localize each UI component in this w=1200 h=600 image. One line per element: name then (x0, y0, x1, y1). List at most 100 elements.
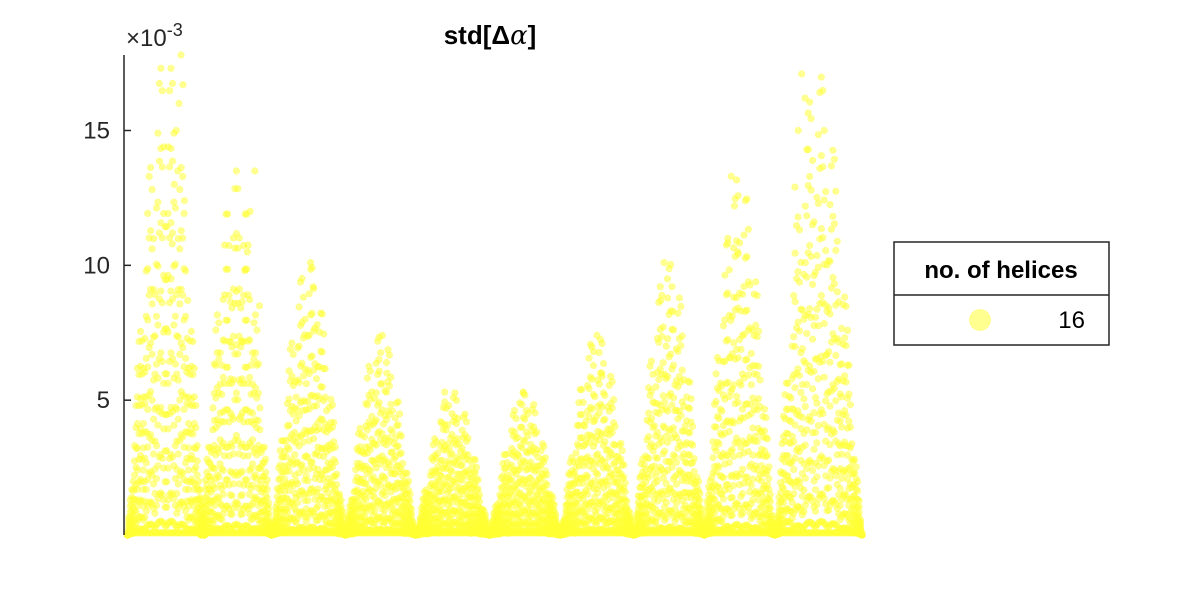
data-point (667, 457, 675, 465)
data-point (229, 376, 237, 384)
data-point (154, 421, 162, 429)
data-point (585, 354, 593, 362)
data-point (312, 402, 321, 410)
data-point (190, 393, 198, 401)
data-point (795, 371, 804, 380)
data-point (804, 109, 812, 117)
data-point (669, 361, 678, 369)
data-point (677, 302, 685, 310)
data-point (801, 474, 809, 482)
data-point (133, 466, 142, 474)
data-point (308, 352, 316, 360)
data-point (173, 489, 181, 498)
data-point (718, 517, 726, 526)
data-point (179, 291, 187, 299)
data-point (791, 454, 799, 462)
data-point (289, 350, 297, 359)
data-point (250, 319, 258, 327)
data-point (800, 486, 808, 494)
data-point (218, 516, 226, 524)
data-point (158, 234, 166, 242)
data-point (809, 335, 817, 343)
data-point (787, 394, 795, 402)
data-point (730, 381, 738, 389)
data-point (753, 333, 761, 341)
data-point (790, 466, 798, 474)
data-point (811, 428, 820, 436)
data-point (689, 441, 697, 449)
data-point (288, 372, 296, 380)
data-point (795, 278, 804, 286)
data-point (234, 185, 242, 193)
data-point (814, 422, 823, 430)
data-point (797, 388, 805, 397)
data-point (406, 490, 414, 498)
data-point (234, 244, 242, 252)
data-point (527, 474, 535, 482)
data-point (144, 443, 152, 451)
data-point (749, 475, 757, 483)
data-point (438, 473, 446, 481)
data-point (163, 370, 171, 378)
data-point (148, 300, 156, 308)
data-point (518, 423, 526, 431)
data-point (752, 321, 760, 329)
data-point (809, 466, 817, 474)
data-point (825, 456, 833, 464)
data-point (814, 199, 823, 207)
data-point (238, 491, 246, 499)
data-point (192, 463, 200, 471)
data-point (157, 403, 165, 412)
data-point (234, 396, 242, 404)
data-point (618, 447, 626, 455)
data-point (650, 462, 659, 470)
data-point (810, 218, 818, 226)
data-point (527, 488, 535, 496)
data-point (795, 327, 804, 335)
data-point (318, 383, 326, 391)
data-point (784, 379, 792, 388)
data-point (179, 469, 187, 477)
data-point (669, 326, 678, 334)
data-point (822, 247, 830, 255)
data-point (304, 497, 312, 505)
data-point (219, 490, 227, 498)
data-point (826, 358, 834, 366)
data-point (627, 514, 635, 522)
data-point (813, 501, 821, 509)
data-point (171, 360, 179, 368)
data-point (248, 436, 257, 444)
data-point (749, 424, 757, 432)
data-point (246, 373, 254, 381)
data-point (168, 295, 177, 303)
data-point (260, 443, 268, 451)
data-point (224, 476, 232, 484)
data-point (662, 498, 670, 506)
data-point (157, 64, 165, 72)
data-point (669, 394, 678, 402)
data-point (256, 404, 264, 412)
data-point (196, 485, 204, 494)
data-point (610, 396, 618, 404)
data-point (790, 292, 798, 300)
data-point (235, 234, 243, 242)
data-point (253, 326, 261, 334)
data-point (819, 409, 827, 418)
data-point (232, 389, 240, 397)
data-point (471, 456, 479, 464)
data-point (800, 395, 808, 403)
data-point (164, 209, 172, 218)
data-point (224, 316, 232, 324)
data-point (378, 406, 386, 414)
data-point (712, 447, 720, 455)
data-point (372, 441, 380, 449)
data-point (331, 443, 339, 451)
data-point (193, 442, 201, 450)
data-point (225, 241, 233, 250)
data-point (458, 476, 466, 484)
data-point (224, 265, 232, 273)
data-point (229, 415, 237, 423)
data-point (594, 489, 602, 497)
data-point (265, 510, 273, 518)
data-point (677, 342, 685, 350)
